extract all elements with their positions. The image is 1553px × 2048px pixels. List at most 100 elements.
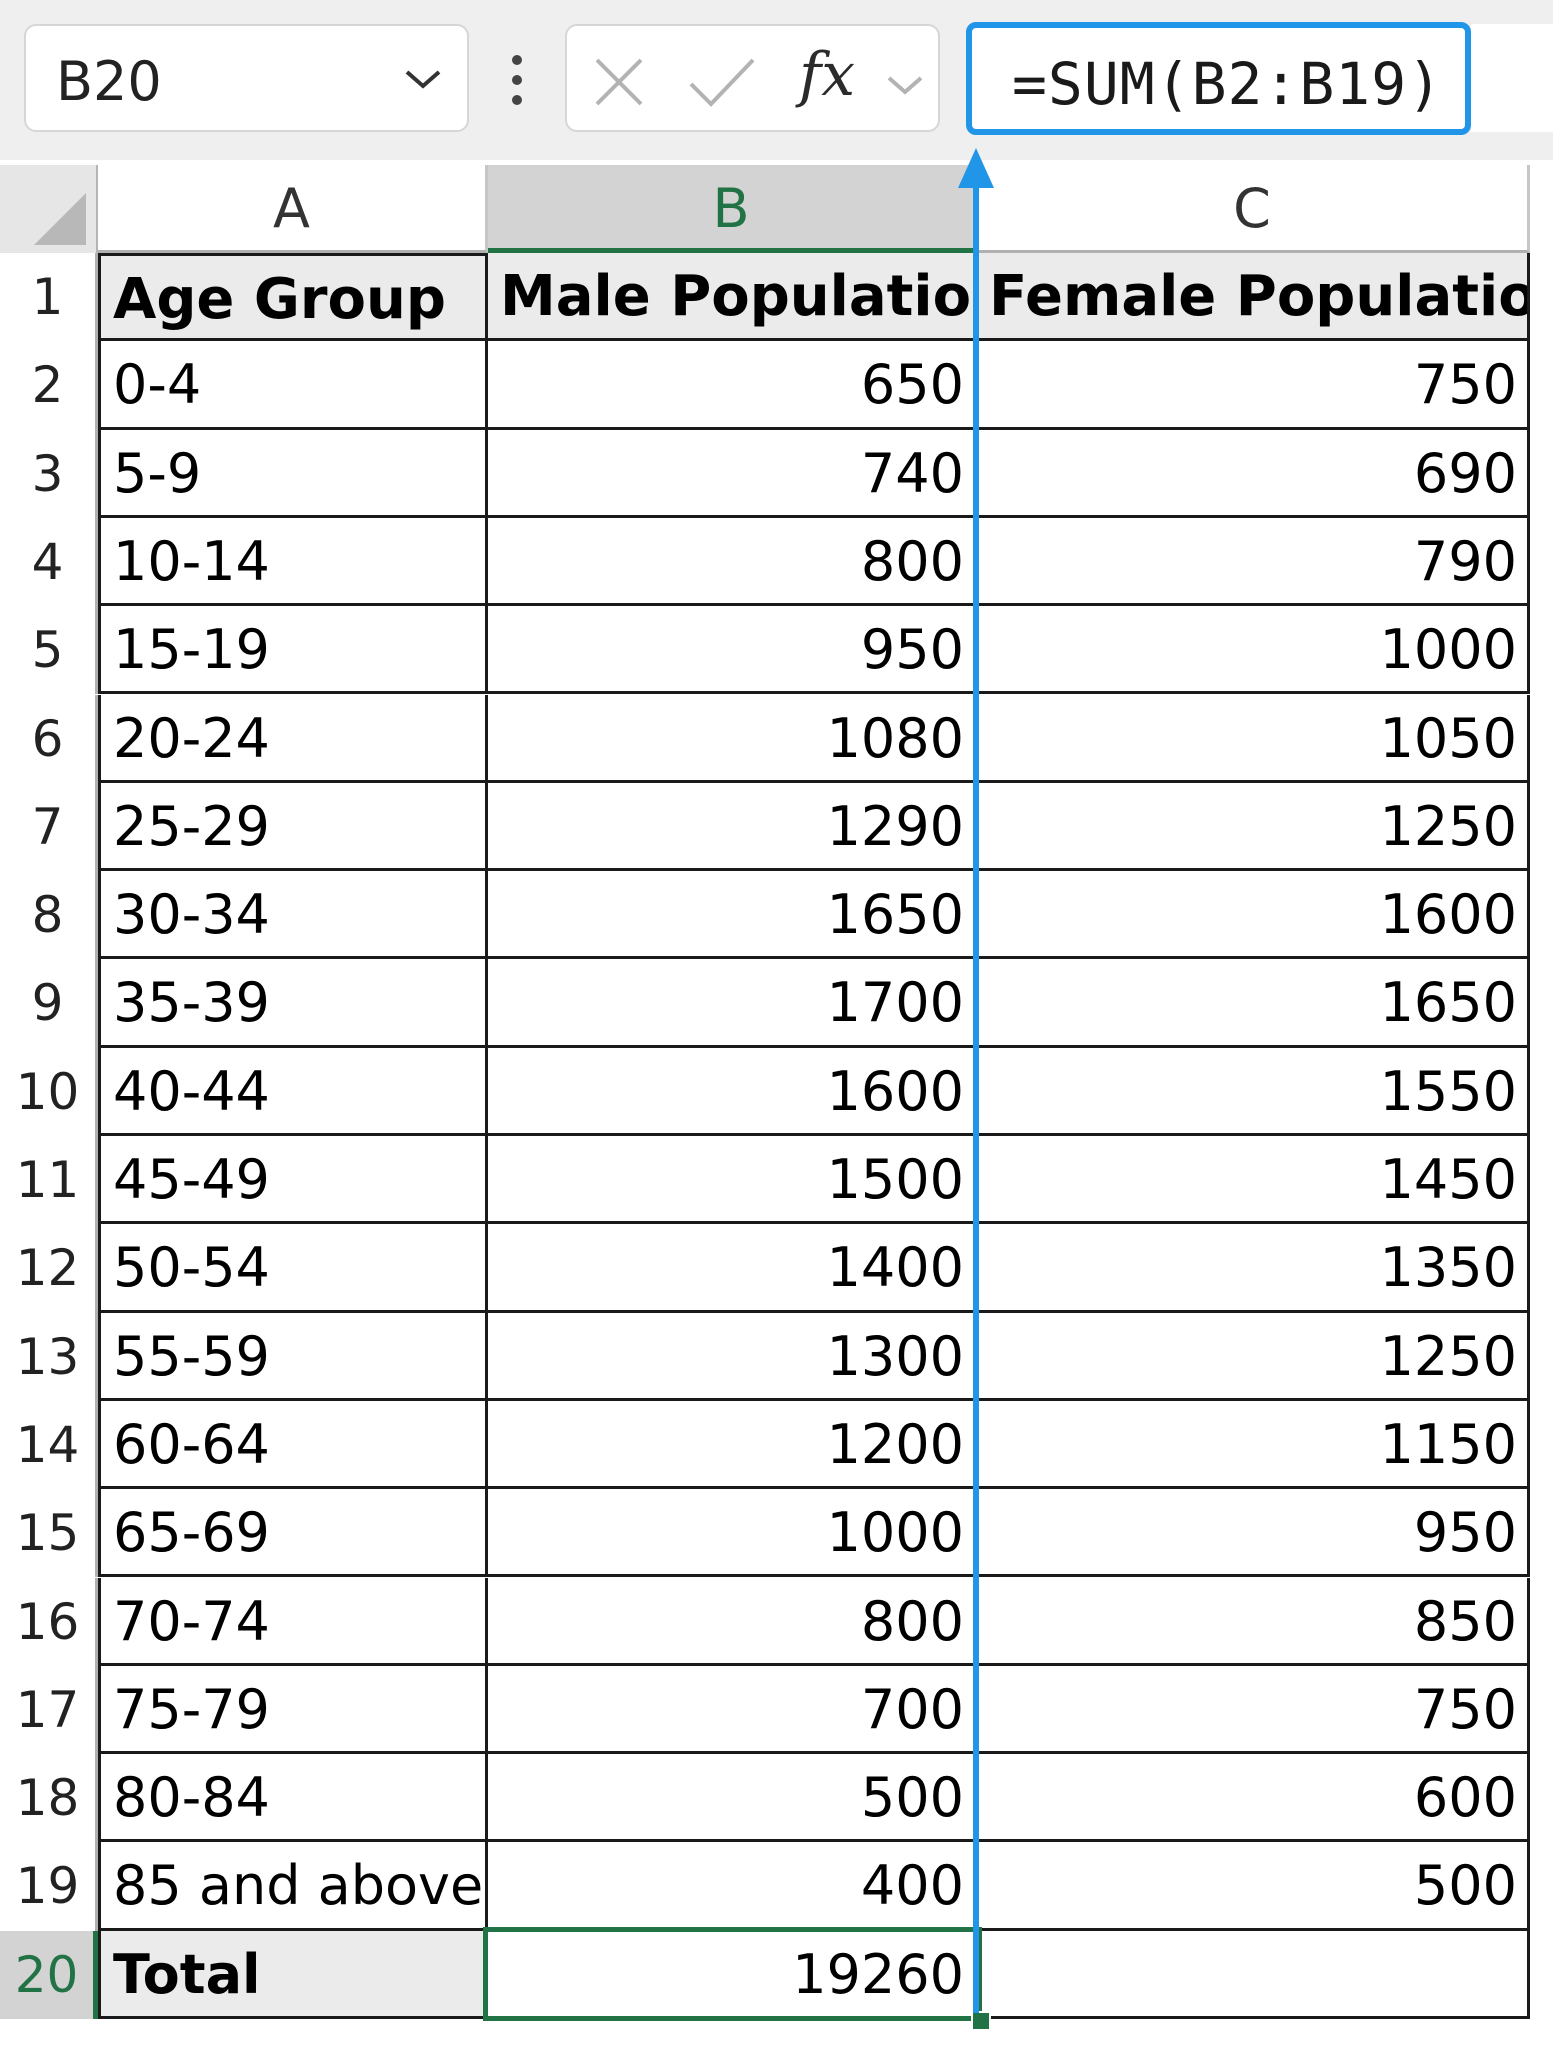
column-header-c[interactable]: C	[977, 165, 1530, 253]
row-header-17[interactable]: 17	[0, 1665, 98, 1755]
formula-input-extension[interactable]	[1471, 24, 1553, 132]
cell-a1[interactable]: Age Group	[98, 253, 488, 342]
cell-a18[interactable]: 80-84	[98, 1754, 488, 1843]
cell-a9[interactable]: 35-39	[98, 959, 488, 1048]
row-header-5[interactable]: 5	[0, 606, 98, 695]
cell-b12[interactable]: 1400	[488, 1224, 977, 1313]
cell-b19[interactable]: 400	[488, 1842, 977, 1931]
row-header-7[interactable]: 7	[0, 782, 98, 872]
cell-c5[interactable]: 1000	[977, 606, 1530, 695]
row-header-20[interactable]: 20	[0, 1930, 98, 2019]
cell-c12[interactable]: 1350	[977, 1224, 1530, 1313]
cell-b14[interactable]: 1200	[488, 1400, 977, 1490]
cancel-icon[interactable]	[591, 54, 647, 110]
cell-b4[interactable]: 800	[488, 517, 977, 607]
name-box[interactable]: B20	[24, 24, 469, 132]
cell-c4[interactable]: 790	[977, 517, 1530, 607]
cell-c6[interactable]: 1050	[977, 694, 1530, 783]
row-header-13[interactable]: 13	[0, 1312, 98, 1401]
column-header-b[interactable]: B	[488, 165, 977, 253]
cell-c16[interactable]: 850	[977, 1577, 1530, 1666]
select-all-triangle-icon	[34, 193, 86, 245]
cell-a12[interactable]: 50-54	[98, 1224, 488, 1313]
formula-input[interactable]: =SUM(B2:B19)	[966, 22, 1471, 135]
cell-b17[interactable]: 700	[488, 1665, 977, 1755]
row-header-1[interactable]: 1	[0, 253, 98, 342]
row-header-12[interactable]: 12	[0, 1224, 98, 1313]
cell-c7[interactable]: 1250	[977, 782, 1530, 872]
cell-a15[interactable]: 65-69	[98, 1489, 488, 1578]
row-header-16[interactable]: 16	[0, 1577, 98, 1666]
cell-b8[interactable]: 1650	[488, 871, 977, 960]
chevron-down-icon[interactable]	[885, 72, 925, 98]
row-header-9[interactable]: 9	[0, 959, 98, 1048]
cell-a13[interactable]: 55-59	[98, 1312, 488, 1401]
cell-c17[interactable]: 750	[977, 1665, 1530, 1755]
cell-a4[interactable]: 10-14	[98, 517, 488, 607]
insert-function-icon[interactable]: fx	[799, 40, 856, 110]
cell-a17[interactable]: 75-79	[98, 1665, 488, 1755]
cell-a7[interactable]: 25-29	[98, 782, 488, 872]
cell-a14[interactable]: 60-64	[98, 1400, 488, 1490]
row-header-14[interactable]: 14	[0, 1400, 98, 1490]
row-header-11[interactable]: 11	[0, 1136, 98, 1225]
row-header-6[interactable]: 6	[0, 694, 98, 783]
cell-c11[interactable]: 1450	[977, 1136, 1530, 1225]
cell-c15[interactable]: 950	[977, 1489, 1530, 1578]
cell-b2[interactable]: 650	[488, 341, 977, 430]
cell-b7[interactable]: 1290	[488, 782, 977, 872]
cell-c1[interactable]: Female Population	[977, 253, 1530, 342]
cell-a11[interactable]: 45-49	[98, 1136, 488, 1225]
cell-b18[interactable]: 500	[488, 1754, 977, 1843]
cell-b13[interactable]: 1300	[488, 1312, 977, 1401]
cell-a10[interactable]: 40-44	[98, 1047, 488, 1136]
row-header-10[interactable]: 10	[0, 1047, 98, 1136]
cell-b16[interactable]: 800	[488, 1577, 977, 1666]
select-all-button[interactable]	[0, 165, 98, 253]
cell-b9[interactable]: 1700	[488, 959, 977, 1048]
more-options-icon[interactable]	[507, 52, 527, 108]
row-header-19[interactable]: 19	[0, 1842, 98, 1931]
cell-a8[interactable]: 30-34	[98, 871, 488, 960]
cell-c14[interactable]: 1150	[977, 1400, 1530, 1490]
fill-handle[interactable]	[971, 2011, 991, 2031]
cell-b15[interactable]: 1000	[488, 1489, 977, 1578]
row-header-15[interactable]: 15	[0, 1489, 98, 1578]
formula-bar: B20 fx =SUM(B2:B19)	[0, 0, 1553, 160]
cell-b5[interactable]: 950	[488, 606, 977, 695]
formula-text: =SUM(B2:B19)	[1012, 50, 1444, 118]
cell-c13[interactable]: 1250	[977, 1312, 1530, 1401]
cell-a20[interactable]: Total	[98, 1930, 488, 2019]
cell-c10[interactable]: 1550	[977, 1047, 1530, 1136]
row-header-3[interactable]: 3	[0, 429, 98, 518]
name-box-value: B20	[56, 50, 162, 113]
cell-c20[interactable]	[977, 1930, 1530, 2019]
row-header-2[interactable]: 2	[0, 341, 98, 430]
cell-c2[interactable]: 750	[977, 341, 1530, 430]
cell-b1[interactable]: Male Population	[488, 253, 977, 342]
cell-c19[interactable]: 500	[977, 1842, 1530, 1931]
row-header-4[interactable]: 4	[0, 517, 98, 607]
cell-a16[interactable]: 70-74	[98, 1577, 488, 1666]
cell-b10[interactable]: 1600	[488, 1047, 977, 1136]
tracer-arrow-icon	[958, 148, 994, 188]
cell-a3[interactable]: 5-9	[98, 429, 488, 518]
row-header-18[interactable]: 18	[0, 1754, 98, 1843]
cell-b11[interactable]: 1500	[488, 1136, 977, 1225]
cell-c9[interactable]: 1650	[977, 959, 1530, 1048]
row-header-8[interactable]: 8	[0, 871, 98, 960]
cell-c18[interactable]: 600	[977, 1754, 1530, 1843]
chevron-down-icon[interactable]	[403, 64, 443, 94]
cell-b6[interactable]: 1080	[488, 694, 977, 783]
column-header-a[interactable]: A	[98, 165, 488, 253]
cell-b20[interactable]: 19260	[488, 1930, 977, 2019]
cell-c8[interactable]: 1600	[977, 871, 1530, 960]
enter-icon[interactable]	[687, 54, 757, 110]
cell-c3[interactable]: 690	[977, 429, 1530, 518]
formula-tracer-line	[973, 170, 979, 2013]
cell-a19[interactable]: 85 and above	[98, 1842, 488, 1931]
cell-b3[interactable]: 740	[488, 429, 977, 518]
cell-a6[interactable]: 20-24	[98, 694, 488, 783]
cell-a2[interactable]: 0-4	[98, 341, 488, 430]
cell-a5[interactable]: 15-19	[98, 606, 488, 695]
